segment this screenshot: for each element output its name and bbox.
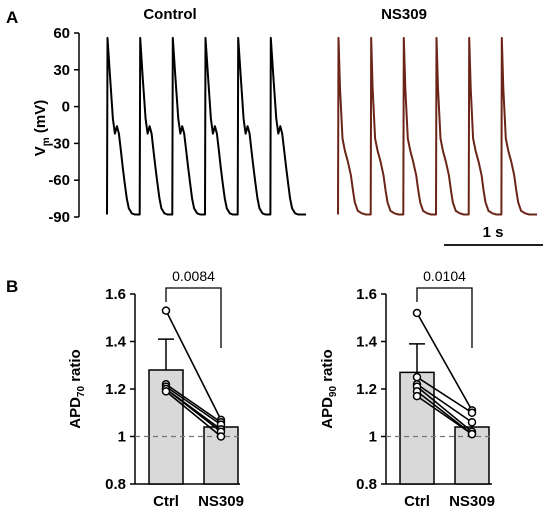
y-tick-label: 1.6 — [356, 286, 377, 303]
significance-bracket — [165, 287, 222, 348]
data-point-ns309 — [467, 408, 477, 417]
y-axis-title-subscript: 70 — [76, 386, 87, 398]
panel-letter-a: A — [6, 8, 18, 27]
scale-bar-label: 1 s — [483, 224, 504, 241]
vm-subscript: m — [41, 137, 52, 146]
paired-line — [165, 385, 222, 426]
y-axis-title-subscript: 90 — [328, 386, 339, 398]
paired-line — [416, 395, 473, 435]
y-tick-label: 1.2 — [356, 381, 377, 398]
trace-y-axis-title: Vm (mV) — [32, 100, 52, 156]
y-tick-label: 30 — [53, 62, 70, 79]
y-axis-title: APD90 ratio — [319, 349, 339, 428]
y-tick-label: 1 — [118, 429, 126, 446]
data-point-ns309 — [467, 418, 477, 427]
data-point-ctrl — [161, 306, 171, 315]
data-point-ctrl — [161, 387, 171, 396]
y-tick-label: 0 — [62, 99, 70, 116]
paired-line — [165, 383, 222, 423]
ns309-title: NS309 — [381, 6, 427, 23]
apd70-bar-chart: 0.8 1 1.2 1.4 1.6 APD70 ratio 0.0084 Ctrl NS309 — [67, 268, 244, 510]
paired-line — [165, 388, 222, 433]
vm-unit: (mV) — [32, 100, 49, 138]
paired-line — [416, 383, 473, 423]
significance-bracket — [416, 287, 473, 348]
data-point-ctrl — [412, 391, 422, 401]
y-tick-label: 1.4 — [105, 334, 127, 351]
control-trace-line — [106, 36, 306, 216]
y-axis-ticks: 60 30 0 -30 -60 -90 — [48, 25, 79, 226]
y-tick-label: 0.8 — [356, 476, 377, 493]
y-tick-label: 1.2 — [105, 381, 126, 398]
y-tick-label: -30 — [48, 135, 70, 152]
paired-line — [416, 386, 473, 433]
trace-y-axis: 60 30 0 -30 -60 -90 — [48, 25, 80, 226]
y-axis-title-text: APD — [319, 397, 336, 429]
y-tick-label: 0.8 — [105, 476, 126, 493]
p-value-label: 0.0104 — [423, 268, 466, 284]
paired-line — [416, 376, 473, 414]
y-tick-label: -90 — [48, 209, 70, 226]
p-value-label: 0.0084 — [172, 268, 215, 284]
x-tick-label: Ctrl — [153, 493, 179, 510]
x-tick-label: NS309 — [449, 493, 495, 510]
y-tick-label: 1.4 — [356, 334, 378, 351]
y-tick-label: 1.6 — [105, 286, 126, 303]
data-point-ctrl — [412, 372, 422, 382]
y-axis-title-text: APD — [67, 397, 84, 429]
control-title: Control — [143, 6, 196, 23]
y-axis-title-suffix: ratio — [319, 349, 336, 386]
y-tick-label: 1 — [369, 429, 377, 446]
paired-line — [165, 310, 222, 421]
data-point-ctrl — [412, 308, 422, 318]
y-tick-label: -60 — [48, 172, 70, 189]
data-point-ns309 — [467, 429, 477, 439]
data-point-ns309 — [216, 432, 226, 441]
paired-line — [165, 390, 222, 438]
vm-label: V — [32, 146, 49, 156]
y-axis-title: APD70 ratio — [67, 349, 87, 428]
y-axis-title-suffix: ratio — [67, 349, 84, 386]
y-tick-label: 60 — [53, 25, 70, 42]
panel-letter-b: B — [6, 277, 18, 296]
ns309-trace-line — [337, 36, 537, 216]
x-tick-label: NS309 — [198, 493, 244, 510]
x-tick-label: Ctrl — [404, 493, 430, 510]
apd90-bar-chart: 0.8 1 1.2 1.4 1.6 APD90 ratio 0.0104 Ctrl NS309 — [319, 268, 495, 510]
paired-line — [416, 312, 473, 411]
